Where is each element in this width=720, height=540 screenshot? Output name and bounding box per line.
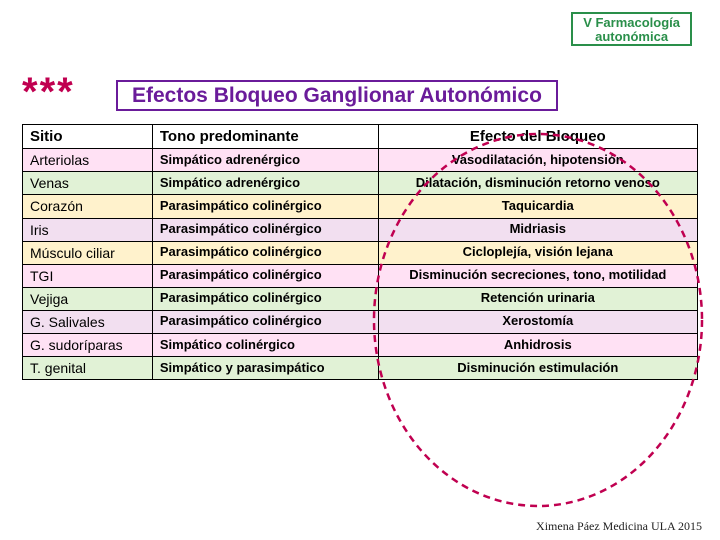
table-row: TGIParasimpático colinérgicoDisminución …: [23, 264, 698, 287]
cell-tono: Parasimpático colinérgico: [152, 218, 378, 241]
cell-efecto: Retención urinaria: [378, 287, 697, 310]
cell-sitio: Arteriolas: [23, 149, 153, 172]
cell-efecto: Midriasis: [378, 218, 697, 241]
table-row: Músculo ciliarParasimpático colinérgicoC…: [23, 241, 698, 264]
cell-efecto: Dilatación, disminución retorno venoso: [378, 172, 697, 195]
page-title: Efectos Bloqueo Ganglionar Autonómico: [116, 80, 558, 111]
cell-sitio: Venas: [23, 172, 153, 195]
table-row: VejigaParasimpático colinérgicoRetención…: [23, 287, 698, 310]
cell-tono: Parasimpático colinérgico: [152, 195, 378, 218]
cell-efecto: Disminución estimulación: [378, 357, 697, 380]
course-label-line2: autonómica: [595, 29, 668, 44]
stars-prefix: ***: [22, 72, 75, 112]
cell-efecto: Anhidrosis: [378, 334, 697, 357]
table-row: T. genitalSimpático y parasimpáticoDismi…: [23, 357, 698, 380]
cell-efecto: Cicloplejía, visión lejana: [378, 241, 697, 264]
cell-tono: Parasimpático colinérgico: [152, 264, 378, 287]
table-row: ArteriolasSimpático adrenérgicoVasodilat…: [23, 149, 698, 172]
cell-sitio: Corazón: [23, 195, 153, 218]
cell-tono: Parasimpático colinérgico: [152, 241, 378, 264]
cell-tono: Simpático colinérgico: [152, 334, 378, 357]
cell-sitio: Iris: [23, 218, 153, 241]
cell-sitio: Músculo ciliar: [23, 241, 153, 264]
effects-table: Sitio Tono predominante Efecto del Bloqu…: [22, 124, 698, 380]
cell-sitio: G. Salivales: [23, 310, 153, 333]
cell-efecto: Vasodilatación, hipotensión: [378, 149, 697, 172]
cell-sitio: Vejiga: [23, 287, 153, 310]
cell-sitio: G. sudoríparas: [23, 334, 153, 357]
table-row: G. SalivalesParasimpático colinérgicoXer…: [23, 310, 698, 333]
cell-efecto: Xerostomía: [378, 310, 697, 333]
table-row: CorazónParasimpático colinérgicoTaquicar…: [23, 195, 698, 218]
footer-credit: Ximena Páez Medicina ULA 2015: [536, 519, 702, 534]
th-tono: Tono predominante: [152, 125, 378, 149]
table-header-row: Sitio Tono predominante Efecto del Bloqu…: [23, 125, 698, 149]
th-sitio: Sitio: [23, 125, 153, 149]
table-row: VenasSimpático adrenérgicoDilatación, di…: [23, 172, 698, 195]
cell-tono: Simpático y parasimpático: [152, 357, 378, 380]
course-label: V Farmacología autonómica: [571, 12, 692, 46]
cell-tono: Simpático adrenérgico: [152, 172, 378, 195]
cell-tono: Parasimpático colinérgico: [152, 310, 378, 333]
cell-tono: Simpático adrenérgico: [152, 149, 378, 172]
th-efecto: Efecto del Bloqueo: [378, 125, 697, 149]
cell-tono: Parasimpático colinérgico: [152, 287, 378, 310]
table-row: IrisParasimpático colinérgicoMidriasis: [23, 218, 698, 241]
cell-sitio: T. genital: [23, 357, 153, 380]
cell-sitio: TGI: [23, 264, 153, 287]
cell-efecto: Disminución secreciones, tono, motilidad: [378, 264, 697, 287]
table-row: G. sudoríparasSimpático colinérgicoAnhid…: [23, 334, 698, 357]
cell-efecto: Taquicardia: [378, 195, 697, 218]
